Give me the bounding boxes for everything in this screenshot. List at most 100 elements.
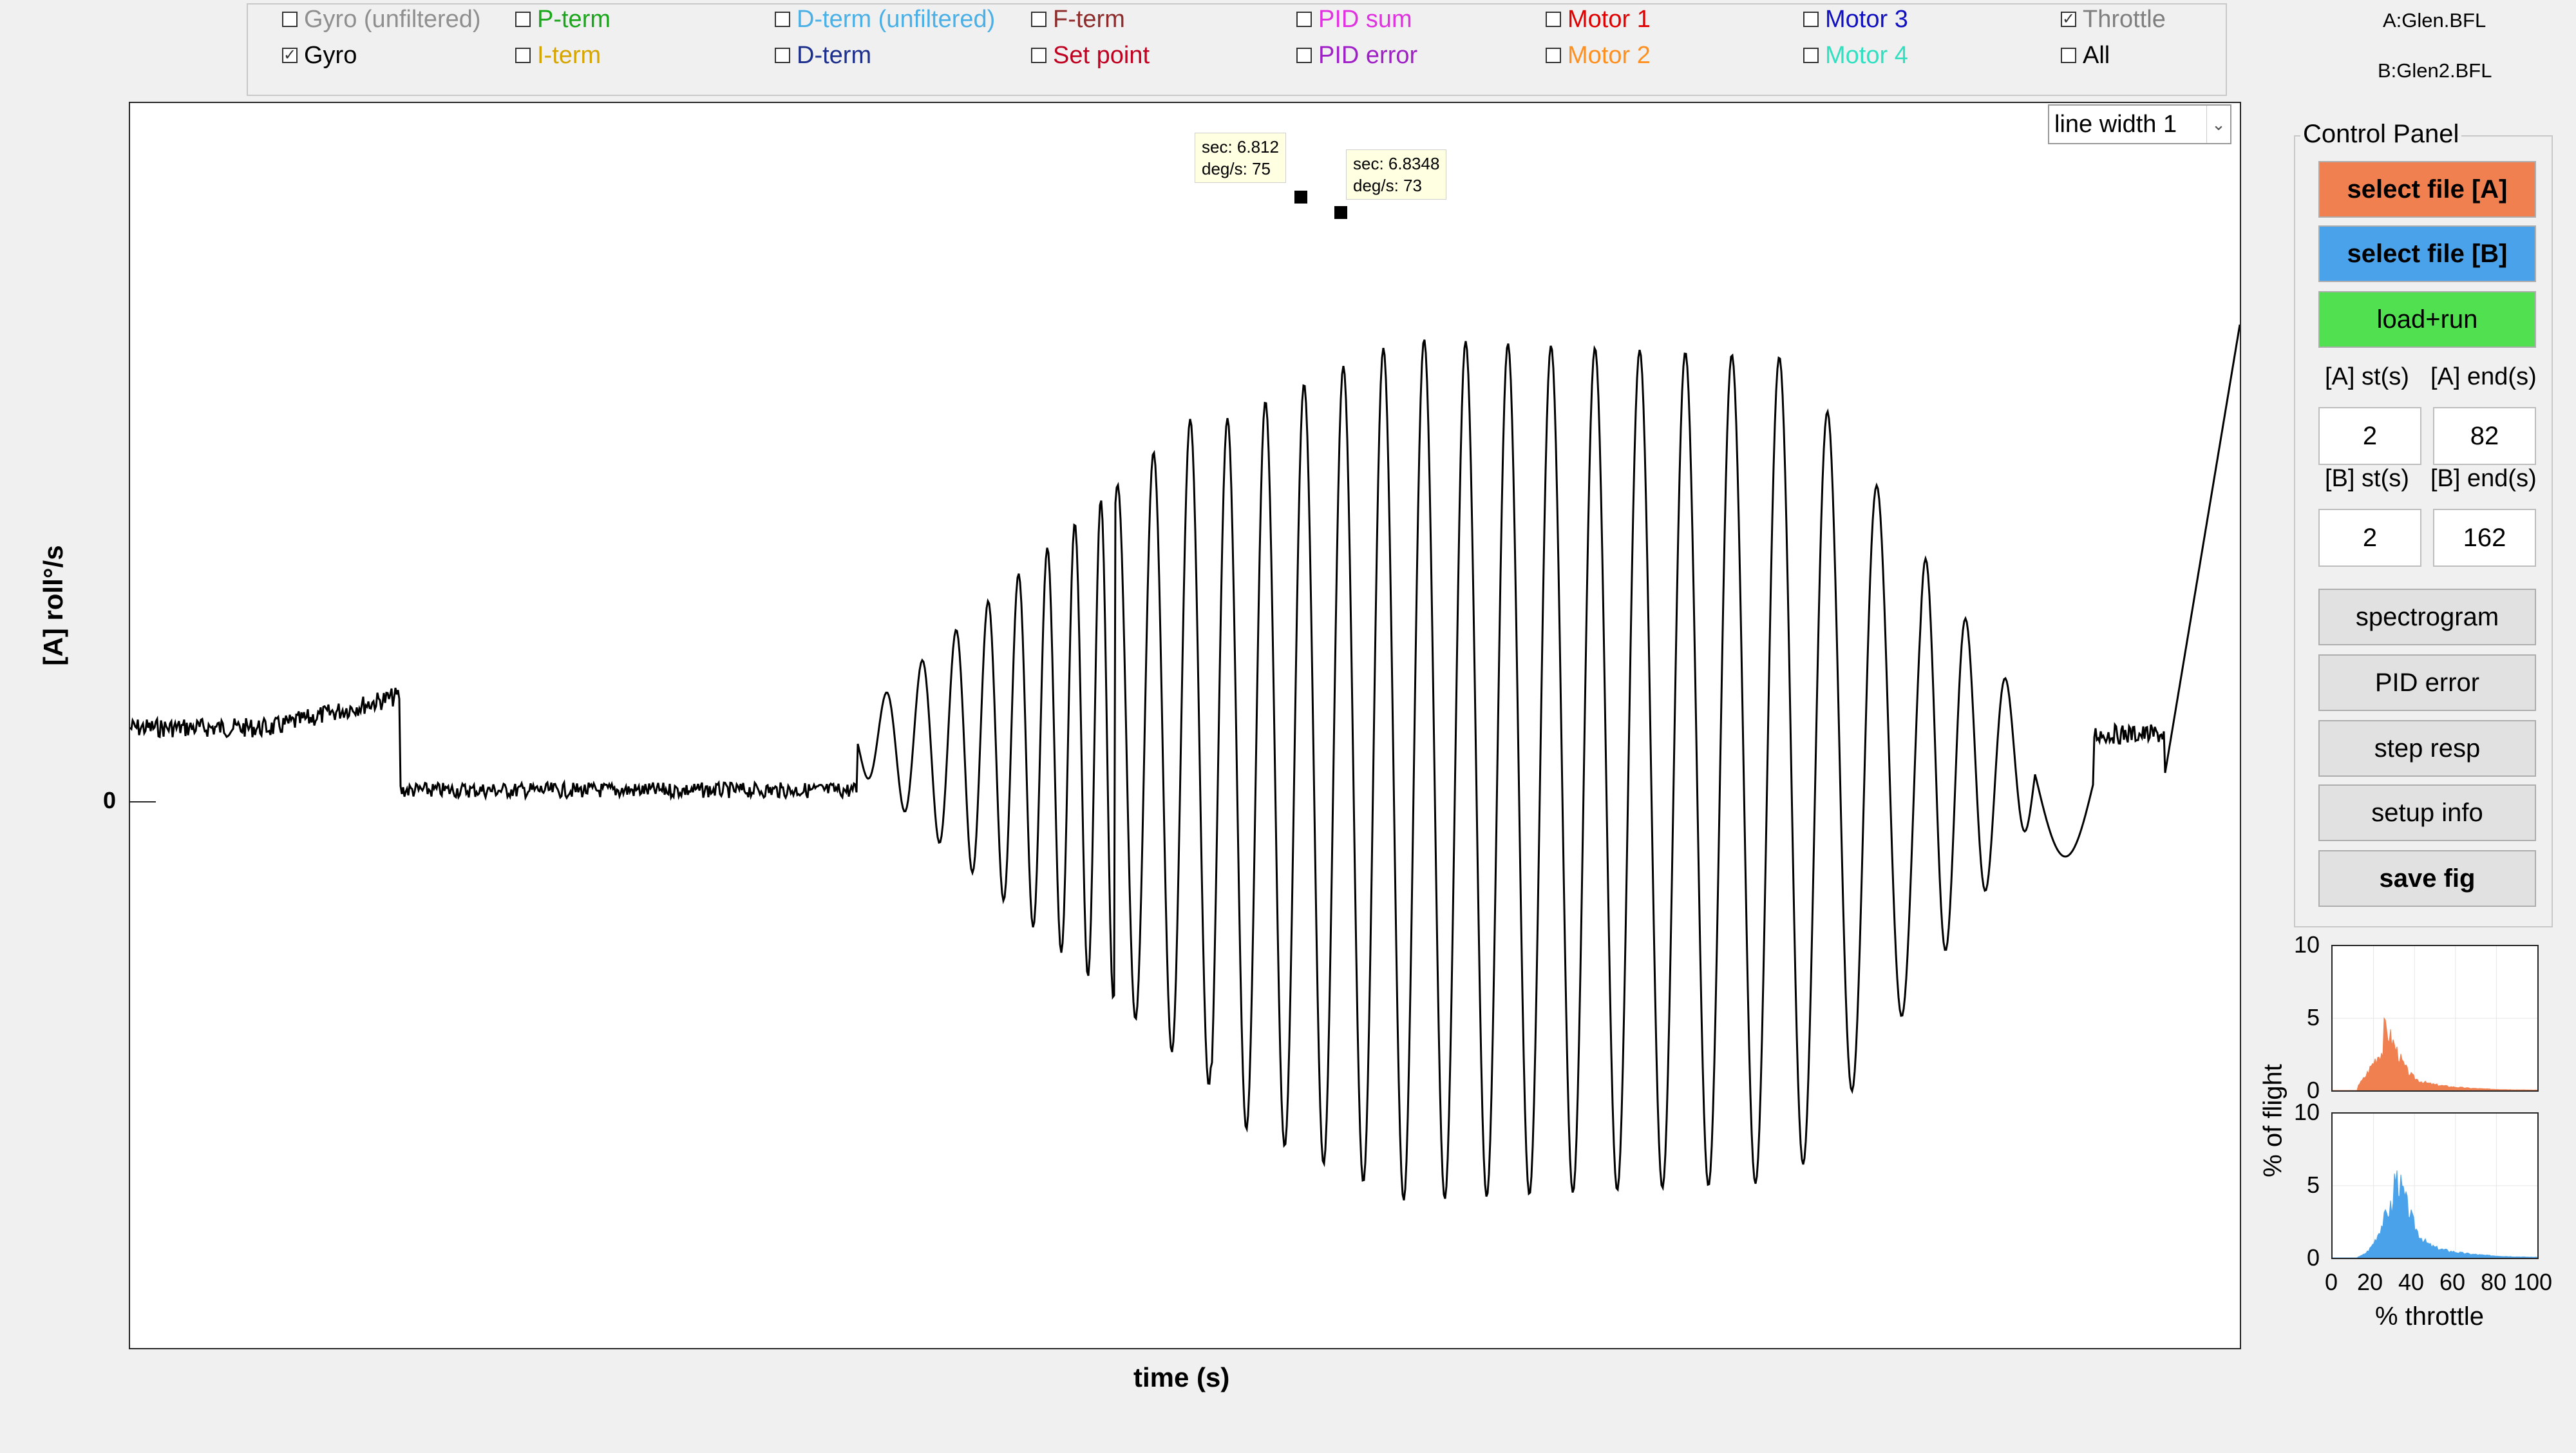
datatip-marker-1[interactable] xyxy=(1294,191,1307,204)
checkbox-label: Motor 1 xyxy=(1567,6,1651,33)
checkbox-empty-icon[interactable] xyxy=(1296,12,1312,27)
checkbox-p-term[interactable]: P-term xyxy=(515,5,611,33)
checkbox-label: D-term (unfiltered) xyxy=(797,6,996,33)
b-start-label: [B] st(s) xyxy=(2325,465,2409,492)
hist-b-ytick-5: 5 xyxy=(2307,1172,2320,1198)
hist-xtick-100: 100 xyxy=(2514,1269,2553,1295)
checkbox-empty-icon[interactable] xyxy=(1031,48,1046,63)
checkbox-label: Set point xyxy=(1053,42,1150,69)
datatip-2-sec: sec: 6.8348 xyxy=(1353,154,1440,173)
checkbox-d-term-unfiltered[interactable]: D-term (unfiltered) xyxy=(775,5,995,33)
checkbox-d-term[interactable]: D-term xyxy=(775,41,871,70)
checkbox-empty-icon[interactable] xyxy=(1296,48,1312,63)
checkbox-empty-icon[interactable] xyxy=(1031,12,1046,27)
checkbox-label: PID sum xyxy=(1318,6,1412,33)
line-width-select[interactable]: line width 1 ⌄ xyxy=(2048,104,2231,144)
checkbox-label: PID error xyxy=(1318,42,1418,69)
checkbox-label: Gyro (unfiltered) xyxy=(304,6,481,33)
checkbox-f-term[interactable]: F-term xyxy=(1031,5,1125,33)
a-end-input[interactable]: 82 xyxy=(2433,407,2536,465)
load-run-button[interactable]: load+run xyxy=(2318,291,2536,348)
checkbox-motor-1[interactable]: Motor 1 xyxy=(1546,5,1651,33)
b-end-input[interactable]: 162 xyxy=(2433,509,2536,567)
hist-b-ytick-0: 0 xyxy=(2307,1244,2320,1271)
pid-error-button[interactable]: PID error xyxy=(2318,654,2536,711)
hist-b-ytick-10: 10 xyxy=(2294,1099,2320,1125)
checkbox-empty-icon[interactable] xyxy=(775,12,790,27)
hist-a-ytick-10: 10 xyxy=(2294,931,2320,958)
checkbox-label: Throttle xyxy=(2083,6,2166,33)
histogram-bars xyxy=(2333,1017,2538,1091)
throttle-histogram-b xyxy=(2331,1112,2539,1259)
datatip-1-sec: sec: 6.812 xyxy=(1202,137,1279,157)
line-width-value: line width 1 xyxy=(2054,110,2177,138)
a-start-label: [A] st(s) xyxy=(2325,363,2409,390)
datatip-1: sec: 6.812 deg/s: 75 xyxy=(1195,133,1286,183)
checkbox-label: Motor 4 xyxy=(1825,42,1908,69)
hist-a-ytick-5: 5 xyxy=(2307,1004,2320,1030)
y-tick-zero: 0 xyxy=(103,787,117,813)
step-resp-button[interactable]: step resp xyxy=(2318,720,2536,777)
checkbox-checked-icon[interactable]: ✓ xyxy=(2061,10,2076,28)
datatip-marker-2[interactable] xyxy=(1334,206,1347,219)
checkbox-i-term[interactable]: I-term xyxy=(515,41,601,70)
chevron-down-icon: ⌄ xyxy=(2206,106,2230,143)
checkbox-label: I-term xyxy=(537,42,601,69)
histogram-x-label: % throttle xyxy=(2375,1302,2484,1331)
checkbox-checked-icon[interactable]: ✓ xyxy=(282,46,298,64)
checkbox-empty-icon[interactable] xyxy=(1803,48,1819,63)
checkbox-empty-icon[interactable] xyxy=(775,48,790,63)
file-a-label: A:Glen.BFL xyxy=(2383,9,2486,32)
checkbox-gyro-unfiltered[interactable]: Gyro (unfiltered) xyxy=(282,5,481,33)
gyro-plot-svg xyxy=(130,191,2240,1201)
checkbox-empty-icon[interactable] xyxy=(515,48,531,63)
checkbox-motor-4[interactable]: Motor 4 xyxy=(1803,41,1908,70)
histogram-b-svg xyxy=(2333,1114,2538,1258)
select-file-b-button[interactable]: select file [B] xyxy=(2318,225,2536,282)
trace-checkbox-bar xyxy=(247,3,2227,96)
checkbox-empty-icon[interactable] xyxy=(282,12,298,27)
checkbox-pid-error[interactable]: PID error xyxy=(1296,41,1417,70)
b-end-label: [B] end(s) xyxy=(2430,465,2537,492)
x-axis-label: time (s) xyxy=(1133,1362,1230,1392)
setup-info-button[interactable]: setup info xyxy=(2318,784,2536,841)
control-panel-title: Control Panel xyxy=(2300,120,2462,149)
hist-xtick-80: 80 xyxy=(2481,1269,2507,1295)
hist-xtick-20: 20 xyxy=(2357,1269,2383,1295)
datatip-2-deg: deg/s: 73 xyxy=(1353,176,1422,195)
hist-xtick-60: 60 xyxy=(2439,1269,2466,1295)
checkbox-empty-icon[interactable] xyxy=(1546,12,1561,27)
checkbox-gyro[interactable]: ✓ Gyro xyxy=(282,41,357,70)
histogram-a-svg xyxy=(2333,946,2538,1091)
checkbox-set-point[interactable]: Set point xyxy=(1031,41,1150,70)
checkbox-label: P-term xyxy=(537,6,611,33)
checkbox-all[interactable]: All xyxy=(2061,41,2110,70)
select-file-a-button[interactable]: select file [A] xyxy=(2318,161,2536,218)
hist-a-ytick-0: 0 xyxy=(2307,1077,2320,1103)
save-fig-button[interactable]: save fig xyxy=(2318,850,2536,907)
throttle-histogram-a xyxy=(2331,945,2539,1092)
checkbox-empty-icon[interactable] xyxy=(1803,12,1819,27)
datatip-1-deg: deg/s: 75 xyxy=(1202,159,1271,178)
file-b-label: B:Glen2.BFL xyxy=(2378,59,2492,82)
checkbox-throttle[interactable]: ✓ Throttle xyxy=(2061,5,2166,33)
checkbox-label: Motor 2 xyxy=(1567,42,1651,69)
histogram-bars xyxy=(2333,1170,2538,1258)
checkbox-empty-icon[interactable] xyxy=(1546,48,1561,63)
checkbox-label: D-term xyxy=(797,42,872,69)
hist-xtick-0: 0 xyxy=(2325,1269,2338,1295)
spectrogram-button[interactable]: spectrogram xyxy=(2318,589,2536,645)
y-axis-label: [A] roll°/s xyxy=(38,545,68,666)
a-start-input[interactable]: 2 xyxy=(2318,407,2421,465)
gyro-trace xyxy=(130,324,2240,1201)
checkbox-label: Gyro xyxy=(304,42,357,69)
checkbox-motor-3[interactable]: Motor 3 xyxy=(1803,5,1908,33)
checkbox-motor-2[interactable]: Motor 2 xyxy=(1546,41,1651,70)
checkbox-pid-sum[interactable]: PID sum xyxy=(1296,5,1412,33)
checkbox-empty-icon[interactable] xyxy=(515,12,531,27)
checkbox-empty-icon[interactable] xyxy=(2061,48,2076,63)
checkbox-label: Motor 3 xyxy=(1825,6,1908,33)
gyro-plot-area[interactable] xyxy=(129,102,2241,1349)
checkbox-label: F-term xyxy=(1053,6,1125,33)
b-start-input[interactable]: 2 xyxy=(2318,509,2421,567)
